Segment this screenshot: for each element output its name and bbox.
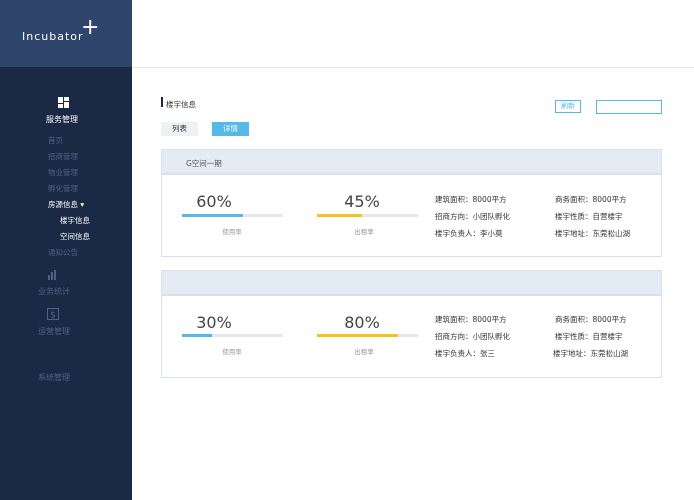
building-manager: 楼宇负责人：李小莫 (435, 229, 503, 238)
business-area: 商务面积：8000平方 (555, 315, 627, 324)
bar-chart-icon (48, 270, 56, 280)
breadcrumb-marker (161, 97, 163, 107)
building-nature: 楼宇性质：自营楼宇 (555, 332, 623, 341)
section-operations[interactable]: 运营管理 (38, 327, 70, 336)
usage-rate-value: 30% (196, 313, 232, 332)
refresh-button[interactable]: 刷新 (555, 100, 581, 113)
sidebar: Incubator + 服务管理 首页 招商管理 物业管理 孵化管理 房源信息 … (0, 0, 132, 500)
brand-header: Incubator + (0, 0, 132, 67)
sidebar-item-home[interactable]: 首页 (48, 136, 63, 145)
business-area: 商务面积：8000平方 (555, 195, 627, 204)
building-card: 60% 使用率 45% 出租率 建筑面积：8000平方 商务面积：8000平方 … (161, 174, 662, 257)
sidebar-subitem-space[interactable]: 空间信息 (60, 232, 90, 241)
tab-detail[interactable]: 详情 (212, 122, 249, 136)
rent-rate-caption: 出租率 (354, 348, 374, 356)
section-business-stats[interactable]: 业务统计 (38, 287, 70, 296)
plus-icon[interactable]: + (81, 15, 100, 40)
rent-rate-bar (317, 334, 418, 337)
sidebar-item-property[interactable]: 物业管理 (48, 168, 78, 177)
rent-rate-fill (317, 334, 398, 337)
usage-rate-bar (182, 334, 283, 337)
svg-text:$: $ (50, 311, 56, 321)
brand-name: Incubator (22, 30, 84, 43)
building-manager: 楼宇负责人：张三 (435, 349, 495, 358)
page-title: 楼宇信息 (166, 100, 196, 109)
usage-rate-bar (182, 214, 283, 217)
sidebar-item-investment[interactable]: 招商管理 (48, 152, 78, 161)
usage-rate-caption: 使用率 (222, 228, 242, 236)
investment-direction: 招商方向：小团队孵化 (435, 212, 510, 221)
section-service-management[interactable]: 服务管理 (46, 115, 78, 124)
rent-rate-value: 45% (344, 192, 380, 211)
building-card-header (161, 270, 662, 295)
rent-rate-fill (317, 214, 363, 217)
sidebar-subitem-building[interactable]: 楼宇信息 (60, 216, 90, 225)
sidebar-item-housing[interactable]: 房源信息 ▾ (48, 200, 85, 209)
section-system-management[interactable]: 系统管理 (38, 373, 70, 382)
dashboard-icon (58, 97, 69, 108)
rent-rate-value: 80% (344, 313, 380, 332)
sidebar-item-incubation[interactable]: 孵化管理 (48, 184, 78, 193)
usage-rate-caption: 使用率 (222, 348, 242, 356)
dollar-icon: $ (47, 308, 59, 320)
tab-list[interactable]: 列表 (161, 122, 198, 136)
building-area: 建筑面积：8000平方 (435, 195, 507, 204)
building-nature: 楼宇性质：自营楼宇 (555, 212, 623, 221)
building-area: 建筑面积：8000平方 (435, 315, 507, 324)
building-address: 楼宇地址：东莞松山湖 (555, 229, 630, 238)
usage-rate-fill (182, 334, 213, 337)
topbar-divider (132, 67, 694, 68)
usage-rate-fill (182, 214, 243, 217)
investment-direction: 招商方向：小团队孵化 (435, 332, 510, 341)
sidebar-item-notice[interactable]: 通知公告 (48, 248, 78, 257)
rent-rate-bar (317, 214, 418, 217)
search-input[interactable] (596, 100, 662, 114)
building-name: G空间一期 (186, 159, 222, 168)
building-address: 楼宇地址：东莞松山湖 (553, 349, 628, 358)
rent-rate-caption: 出租率 (354, 228, 374, 236)
building-card-header: G空间一期 (161, 149, 662, 174)
building-card: 30% 使用率 80% 出租率 建筑面积：8000平方 商务面积：8000平方 … (161, 295, 662, 378)
usage-rate-value: 60% (196, 192, 232, 211)
